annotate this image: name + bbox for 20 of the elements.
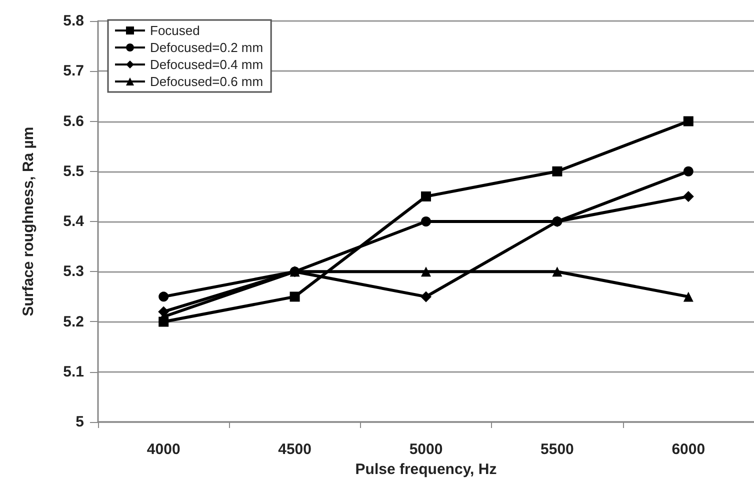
y-tick-label: 5.1 [63, 363, 84, 380]
y-tick-label: 5 [76, 414, 84, 430]
legend-label: Defocused=0.2 mm [150, 40, 264, 55]
x-tick-label: 5000 [409, 441, 443, 458]
x-tick-label: 4500 [278, 441, 312, 458]
legend-label: Defocused=0.6 mm [150, 74, 264, 89]
y-tick-label: 5.2 [63, 313, 84, 330]
y-tick-label: 5.6 [63, 112, 84, 130]
x-tick-label: 5500 [540, 441, 574, 458]
y-tick-label: 5.3 [63, 263, 84, 280]
y-axis-title: Surface roughness, Ra µm [20, 126, 37, 316]
y-tick-label: 5.5 [63, 162, 84, 180]
y-tick-label: 5.8 [63, 12, 84, 30]
x-tick-label: 4000 [146, 441, 180, 458]
x-axis-title: Pulse frequency, Hz [355, 460, 497, 478]
x-tick-label: 6000 [672, 441, 706, 458]
legend-label: Focused [150, 23, 200, 38]
legend-label: Defocused=0.4 mm [150, 57, 264, 72]
y-tick-label: 5.7 [63, 62, 84, 80]
y-tick-label: 5.4 [63, 213, 85, 230]
